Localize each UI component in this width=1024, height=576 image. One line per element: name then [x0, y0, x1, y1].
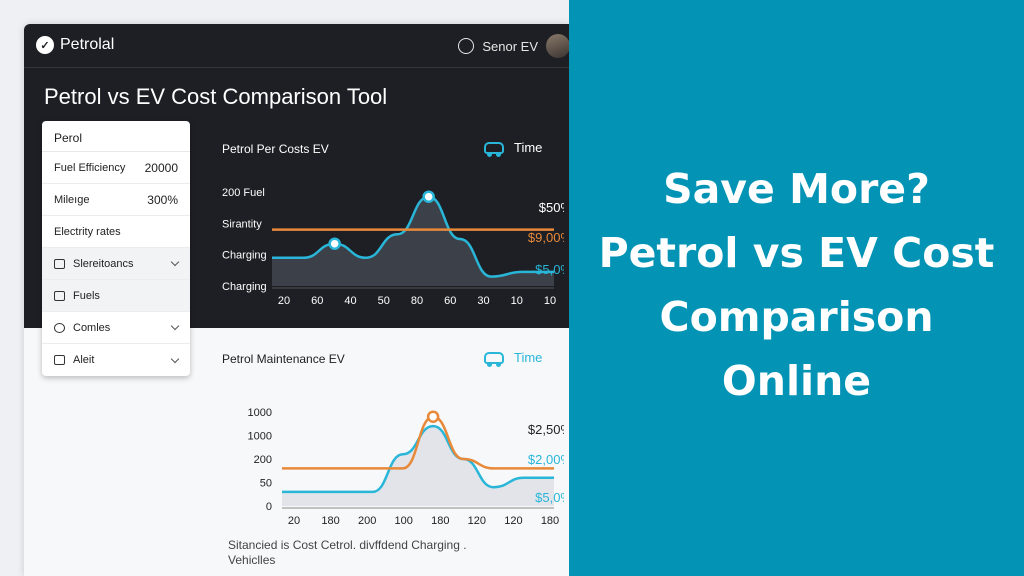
panel-row-label: Slereitoancs: [73, 257, 134, 270]
panel-row-mileage[interactable]: Mileıge 300%: [42, 184, 190, 216]
chart-caption: Sitancied is Cost Cetrol. divffdend Char…: [228, 538, 467, 567]
car-icon: [484, 141, 504, 157]
chart2-time-label: Time: [514, 350, 543, 365]
data-label: $50%: [539, 200, 564, 215]
y-tick-label: 1000: [248, 431, 272, 443]
car-icon: [484, 351, 504, 367]
promo-line: Comparison: [659, 293, 934, 341]
circle-icon: [54, 322, 65, 333]
y-tick-label: Sirantity: [222, 218, 262, 230]
x-tick-label: 180: [431, 515, 449, 527]
x-tick-label: 200: [358, 515, 376, 527]
x-tick-label: 100: [395, 515, 413, 527]
x-tick-label: 80: [411, 295, 423, 307]
data-label: $5,0%: [535, 490, 564, 505]
x-tick-label: 60: [311, 295, 323, 307]
panel-row-comles[interactable]: Comles: [42, 312, 190, 344]
promo-line: Online: [721, 357, 872, 405]
panel-header: Perol: [42, 121, 190, 152]
app-window: ✓ Petrolal Senor EV Petrol vs EV Cost Co…: [24, 24, 570, 576]
data-point-marker: [426, 410, 440, 423]
plug-icon: [54, 258, 65, 269]
panel-row-label: Aleit: [73, 354, 95, 366]
brand-name: Petrolal: [60, 36, 115, 53]
panel-row-label: Fuels: [73, 289, 100, 302]
x-tick-label: 20: [278, 295, 290, 307]
y-tick-label: 1000: [248, 407, 272, 419]
panel-row-label: Electrity rates: [54, 225, 121, 238]
y-tick-label: 50: [260, 478, 272, 490]
chevron-down-icon: [170, 354, 180, 363]
chevron-down-icon: [170, 257, 180, 267]
panel-row-label: Comles: [73, 321, 111, 334]
panel-row-value: 300%: [147, 192, 178, 207]
panel-row-slereitoancs[interactable]: Slereitoancs: [42, 248, 190, 280]
input-panel: Perol Fuel Efficiency 20000 Mileıge 300%…: [42, 121, 190, 376]
x-tick-label: 30: [477, 295, 489, 307]
panel-row-fuels[interactable]: Fuels: [42, 280, 190, 312]
chart2-time-toggle[interactable]: Time: [484, 350, 543, 367]
x-tick-label: 50: [378, 295, 390, 307]
series-area: [282, 426, 554, 506]
alert-icon: [54, 355, 65, 365]
avatar[interactable]: [546, 34, 570, 58]
brand[interactable]: ✓ Petrolal: [36, 36, 114, 54]
chart1-time-label: Time: [514, 140, 543, 155]
top-bar: ✓ Petrolal Senor EV: [24, 24, 570, 68]
x-tick-label: 120: [504, 515, 522, 527]
chart1-title: Petrol Per Costs EV: [222, 142, 329, 156]
panel-row-label: Mileıge: [54, 193, 90, 206]
chart2-title: Petrol Maintenance EV: [222, 352, 345, 366]
x-tick-label: 180: [321, 515, 339, 527]
promo-line: Save More?: [663, 165, 930, 213]
panel-row-fuel-efficiency[interactable]: Fuel Efficiency 20000: [42, 152, 190, 184]
x-tick-label: 40: [344, 295, 356, 307]
logo-icon: ✓: [36, 36, 54, 54]
data-label: $9,00%: [528, 230, 564, 245]
y-tick-label: Charging: [222, 281, 267, 293]
panel-row-electricity-rates[interactable]: Electrity rates: [42, 216, 190, 248]
y-tick-label: 200: [254, 454, 272, 466]
promo-headline: Save More? Petrol vs EV Cost Comparison …: [569, 157, 1024, 419]
series-line: [282, 424, 554, 494]
page-title: Petrol vs EV Cost Comparison Tool: [44, 84, 388, 109]
x-tick-label: 180: [541, 515, 559, 527]
y-tick-label: 200 Fuel: [222, 187, 265, 199]
power-icon: [458, 38, 475, 54]
data-point-marker: [422, 190, 435, 203]
promo-banner: Save More? Petrol vs EV Cost Comparison …: [569, 0, 1024, 576]
panel-row-aleit[interactable]: Aleit: [42, 344, 190, 376]
user-name: Senor EV: [482, 38, 538, 54]
chart2-plot: 1000 1000 200 50 0 20 180 200 100 180 120 120 180 $2,…: [248, 407, 564, 527]
x-tick-label: 10: [544, 295, 556, 307]
y-tick-label: Charging: [222, 250, 267, 262]
y-tick-label: 0: [266, 501, 272, 513]
promo-line: Petrol vs EV Cost: [598, 229, 995, 277]
data-label: $5,0%: [535, 262, 564, 277]
data-label: $2,50%: [528, 422, 564, 437]
data-point-marker: [328, 237, 341, 250]
chart1-time-toggle[interactable]: Time: [484, 140, 543, 157]
data-label: $2,00%: [528, 452, 564, 467]
chart1-plot: 200 Fuel Sirantity Charging Charging 20 60 40 5…: [222, 187, 564, 307]
series-line: [272, 195, 554, 278]
x-tick-label: 20: [288, 515, 300, 527]
x-tick-label: 120: [468, 515, 486, 527]
user-menu[interactable]: Senor EV: [458, 34, 570, 58]
chevron-down-icon: [170, 321, 180, 331]
series-line: [282, 415, 554, 470]
fuel-icon: [54, 290, 65, 301]
series-area: [272, 196, 554, 286]
x-tick-label: 10: [511, 295, 523, 307]
panel-row-label: Fuel Efficiency: [54, 161, 126, 174]
x-tick-label: 60: [444, 295, 456, 307]
panel-row-value: 20000: [144, 160, 178, 175]
